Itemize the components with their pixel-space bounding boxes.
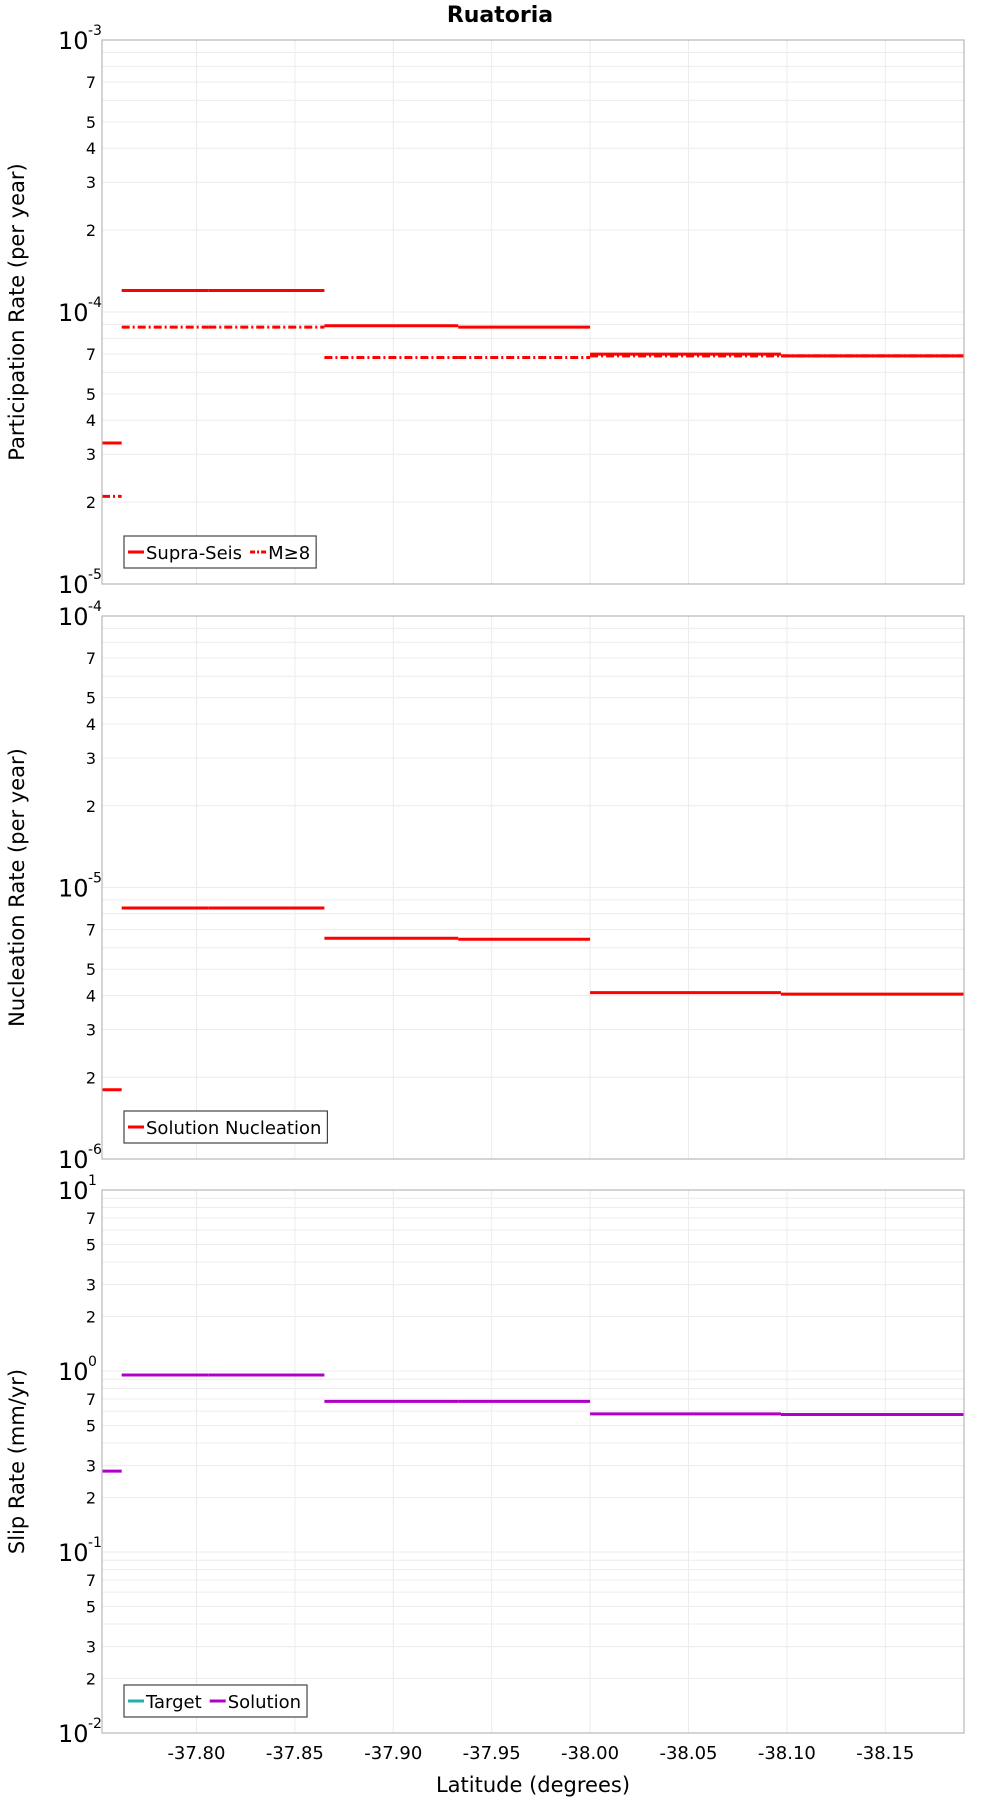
- y-axis-label: Participation Rate (per year): [5, 163, 29, 460]
- legend: Solution Nucleation: [123, 1110, 329, 1144]
- y-tick-label: 4: [86, 411, 96, 430]
- y-tick-label: 7: [86, 1571, 96, 1590]
- y-tick-label: 2: [86, 1068, 96, 1087]
- y-tick-label: 3: [86, 749, 96, 768]
- y-tick-label: 4: [86, 715, 96, 734]
- y-tick-exponent: -5: [88, 871, 102, 887]
- legend: Supra-Seis M≥8: [123, 535, 317, 569]
- legend-label: M≥8: [268, 543, 310, 564]
- legend-label: Solution: [228, 1692, 301, 1713]
- y-tick-label: 3: [86, 445, 96, 464]
- y-tick-label: 10: [58, 299, 89, 327]
- y-tick-label: 2: [86, 493, 96, 512]
- y-tick-label: 10: [58, 603, 89, 631]
- y-tick-label: 3: [86, 1020, 96, 1039]
- y-tick-label: 10: [58, 1358, 89, 1386]
- y-tick-label: 7: [86, 1209, 96, 1228]
- y-tick-label: 5: [86, 960, 96, 979]
- plot-frame: [101, 39, 965, 585]
- plot-frame: [101, 1189, 965, 1734]
- y-tick-label: 5: [86, 1416, 96, 1435]
- y-tick-label: 7: [86, 649, 96, 668]
- x-tick-label: -37.85: [266, 1743, 324, 1764]
- x-tick-label: -37.95: [463, 1743, 521, 1764]
- y-tick-exponent: -6: [88, 1142, 102, 1158]
- y-tick-label: 2: [86, 1308, 96, 1327]
- legend-label: Target: [145, 1692, 202, 1713]
- y-tick-label: 3: [86, 1457, 96, 1476]
- legend-box: [123, 1110, 329, 1144]
- y-tick-label: 3: [86, 1276, 96, 1295]
- y-tick-label: 10: [58, 1539, 89, 1567]
- y-tick-label: 7: [86, 921, 96, 940]
- x-tick-label: -37.80: [167, 1743, 225, 1764]
- y-tick-label: 2: [86, 1670, 96, 1689]
- y-tick-label: 7: [86, 1390, 96, 1409]
- y-tick-exponent: 1: [88, 1173, 97, 1189]
- y-tick-label: 7: [86, 73, 96, 92]
- chart-title: Ruatoria: [447, 3, 553, 28]
- y-tick-label: 4: [86, 987, 96, 1006]
- y-tick-exponent: -2: [88, 1716, 102, 1732]
- y-tick-label: 2: [86, 797, 96, 816]
- y-tick-label: 5: [86, 1597, 96, 1616]
- y-tick-exponent: 0: [88, 1354, 97, 1370]
- y-tick-label: 10: [58, 1720, 89, 1748]
- y-tick-label: 4: [86, 139, 96, 158]
- y-tick-label: 7: [86, 345, 96, 364]
- y-tick-exponent: -4: [88, 599, 102, 615]
- y-axis-label: Slip Rate (mm/yr): [5, 1369, 29, 1554]
- y-tick-label: 3: [86, 1638, 96, 1657]
- y-axis-label: Nucleation Rate (per year): [5, 748, 29, 1027]
- x-tick-label: -38.00: [561, 1743, 619, 1764]
- x-tick-label: -38.05: [659, 1743, 717, 1764]
- y-tick-label: 2: [86, 221, 96, 240]
- x-axis-label: Latitude (degrees): [436, 1773, 630, 1797]
- y-tick-exponent: -4: [88, 295, 102, 311]
- y-tick-label: 10: [58, 27, 89, 55]
- x-tick-label: -37.90: [364, 1743, 422, 1764]
- y-tick-label: 10: [58, 571, 89, 599]
- y-tick-label: 10: [58, 875, 89, 903]
- y-tick-exponent: -5: [88, 567, 102, 583]
- y-tick-label: 2: [86, 1489, 96, 1508]
- plot-frame: [101, 615, 965, 1160]
- legend: Target Solution: [123, 1684, 308, 1718]
- legend-label: Solution Nucleation: [146, 1118, 321, 1139]
- y-tick-label: 5: [86, 385, 96, 404]
- y-tick-exponent: -3: [88, 23, 102, 39]
- x-tick-label: -38.10: [758, 1743, 816, 1764]
- legend-label: Supra-Seis: [146, 543, 242, 564]
- y-tick-label: 3: [86, 173, 96, 192]
- legend-box: [123, 535, 317, 569]
- y-tick-label: 10: [58, 1146, 89, 1174]
- x-tick-label: -38.15: [856, 1743, 914, 1764]
- y-tick-label: 5: [86, 113, 96, 132]
- y-tick-exponent: -1: [88, 1535, 102, 1551]
- y-tick-label: 10: [58, 1177, 89, 1205]
- y-tick-label: 5: [86, 1235, 96, 1254]
- y-tick-label: 5: [86, 689, 96, 708]
